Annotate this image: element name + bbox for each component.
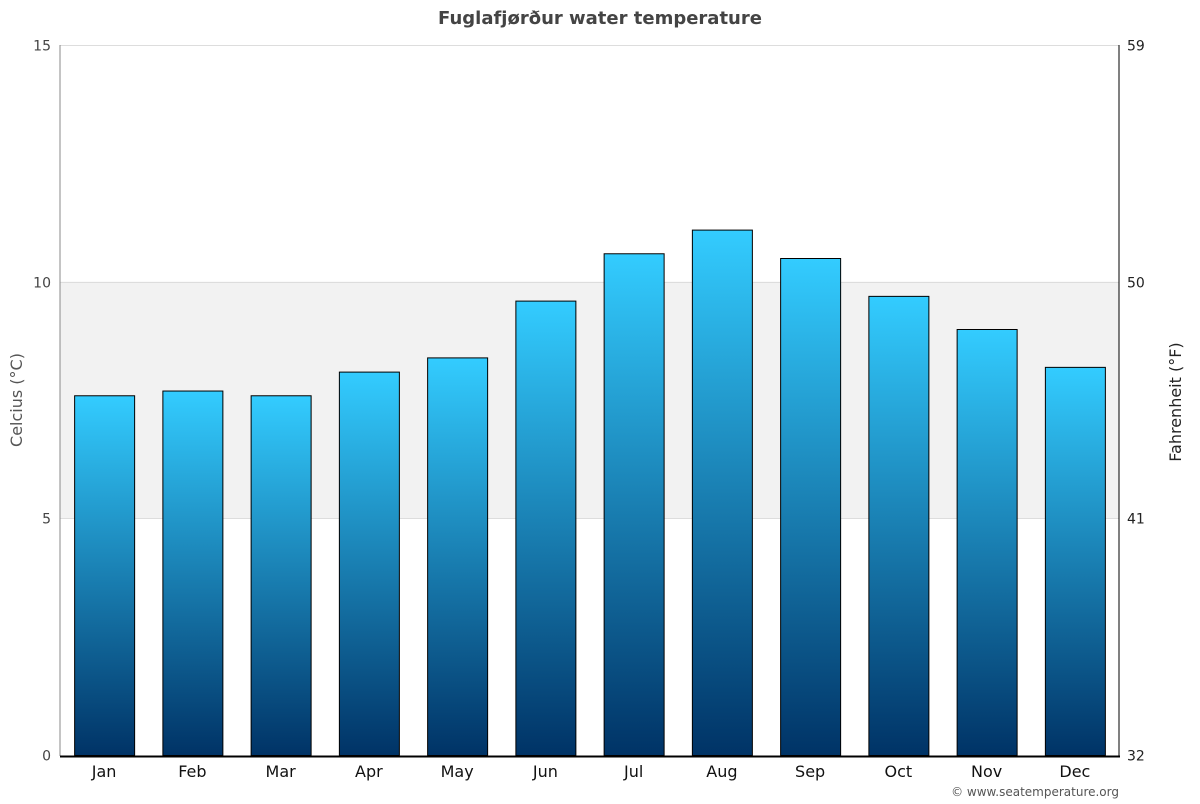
y-tick-label-left: 10 (33, 276, 51, 292)
y-tick-label-left: 5 (42, 512, 51, 528)
bar-mar (250, 395, 312, 756)
chart-title: Fuglafjørður water temperature (438, 8, 762, 29)
y-tick-label-right: 41 (1127, 512, 1145, 528)
bar-oct (868, 295, 930, 756)
y-tick-label-right: 32 (1127, 749, 1145, 765)
bar-jul (603, 253, 665, 756)
x-tick-label: Mar (266, 762, 297, 781)
x-tick-label: Jan (91, 762, 117, 781)
bar-dec (1044, 366, 1106, 756)
y-tick-label-right: 50 (1127, 276, 1145, 292)
x-tick-label: Dec (1059, 762, 1090, 781)
bar-feb (162, 390, 224, 756)
y-axis-title-right: Fahrenheit (°F) (1166, 342, 1185, 461)
bar-sep (780, 258, 842, 756)
x-tick-label: Jun (532, 762, 558, 781)
shaded-band (60, 281, 1119, 519)
x-tick-label: Apr (355, 762, 383, 781)
bar-jun (515, 300, 577, 756)
x-tick-label: Feb (178, 762, 206, 781)
y-axis-title-left: Celcius (°C) (7, 353, 26, 447)
x-tick-label: Nov (971, 762, 1002, 781)
x-tick-label: Sep (795, 762, 825, 781)
x-tick-label: May (441, 762, 474, 781)
bar-nov (956, 329, 1018, 756)
x-tick-label: Oct (885, 762, 913, 781)
x-tick-label: Aug (706, 762, 737, 781)
bar-may (427, 357, 489, 756)
bar-aug (691, 229, 753, 757)
y-tick-label-left: 0 (42, 749, 51, 765)
y-tick-label-left: 15 (33, 39, 51, 55)
bar-apr (338, 371, 400, 756)
bar-jan (74, 395, 136, 756)
y-tick-label-right: 59 (1127, 39, 1145, 55)
footer-credit: © www.seatemperature.org (951, 785, 1119, 799)
x-tick-label: Jul (623, 762, 643, 781)
